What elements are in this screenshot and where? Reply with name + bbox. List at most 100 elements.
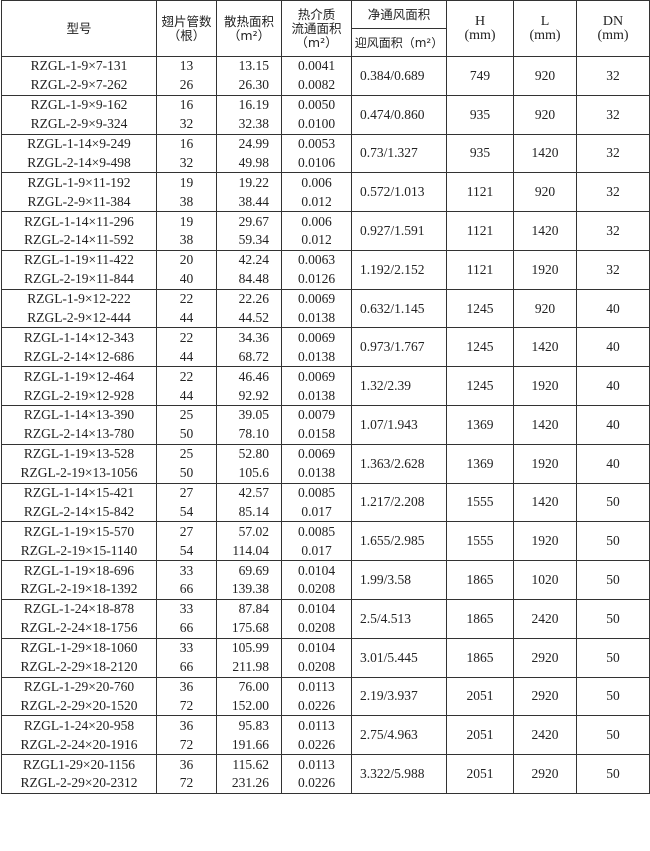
table-row: RZGL-2-24×20-1916 72 191.66 0.0226 [1,735,650,756]
table-row: RZGL-1-14×13-390 25 39.05 0.0079 1.07/1.943 1… [1,405,650,445]
heat-area-cell: 68.72 [216,347,282,368]
heat-area-cell: 85.14 [216,502,282,523]
table-row: RZGL-2-14×12-686 44 68.72 0.0138 [1,347,650,368]
table-row: RZGL-1-9×9-162 16 16.19 0.0050 0.474/0.860 93… [1,94,650,135]
table-row: RZGL-2-19×13-1056 50 105.6 0.0138 [1,463,650,484]
heat-area-cell: 139.38 [216,580,282,600]
heat-area-cell: 191.66 [216,735,282,756]
air-area-cell: 1.32/2.39 [351,366,447,407]
spec-table: 型号 翅片管数 （根） 散热面积 （m²） 热介质 流通面积 （m²） 净通风面积 H(… [1,0,650,794]
medium-area-cell: 0.0138 [281,386,352,407]
model-cell: RZGL-2-24×20-1916 [1,735,157,756]
fin-tubes-cell: 66 [156,580,217,600]
heat-area-cell: 29.67 [216,211,282,232]
fin-tubes-cell: 66 [156,657,217,678]
fin-tubes-cell: 44 [156,347,217,368]
air-area-cell: 2.5/4.513 [351,598,447,639]
fin-tubes-cell: 50 [156,463,217,484]
air-area-cell: 3.322/5.988 [351,754,447,794]
medium-area-cell: 0.0208 [281,657,352,678]
header-face-area: 迎风面积（m²） [351,28,447,57]
table-row: RZGL1-29×20-1156 36 115.62 0.0113 3.322/5.98… [1,754,650,794]
model-cell: RZGL-1-14×15-421 [1,482,157,503]
h-cell: 1369 [446,405,514,445]
fin-tubes-cell: 33 [156,598,217,619]
air-area-cell: 0.73/1.327 [351,133,447,174]
air-area-cell: 0.632/1.145 [351,288,447,329]
h-cell: 1369 [446,443,514,484]
fin-tubes-cell: 16 [156,94,217,115]
medium-area-cell: 0.0158 [281,424,352,445]
model-cell: RZGL-1-9×9-162 [1,94,157,115]
heat-area-cell: 105.6 [216,463,282,484]
header-h: H (mm) [446,0,514,57]
l-cell: 1420 [513,482,577,523]
fin-tubes-cell: 44 [156,386,217,407]
fin-tubes-cell: 33 [156,637,217,658]
fin-tubes-cell: 22 [156,288,217,309]
table-row: RZGL-1-19×11-422 20 42.24 0.0063 1.192/2.152… [1,249,650,290]
table-row: RZGL-2-19×15-1140 54 114.04 0.017 [1,541,650,562]
l-cell: 920 [513,56,577,96]
medium-area-cell: 0.0113 [281,676,352,697]
l-cell: 2420 [513,715,577,756]
l-cell: 1420 [513,327,577,368]
h-cell: 1245 [446,366,514,407]
medium-area-cell: 0.0113 [281,754,352,774]
table-row: RZGL-2-29×20-2312 72 231.26 0.0226 [1,773,650,794]
model-cell: RZGL-2-19×15-1140 [1,541,157,562]
table-row: RZGL-1-24×18-878 33 87.84 0.0104 2.5/4.513 18… [1,598,650,639]
heat-area-cell: 69.69 [216,560,282,581]
dn-cell: 40 [576,366,650,407]
medium-area-cell: 0.0106 [281,153,352,174]
heat-area-cell: 231.26 [216,773,282,794]
model-cell: RZGL-1-29×20-760 [1,676,157,697]
heat-area-cell: 59.34 [216,231,282,251]
heat-area-cell: 87.84 [216,598,282,619]
air-area-cell: 1.217/2.208 [351,482,447,523]
table-row: RZGL-1-14×12-343 22 34.36 0.0069 0.973/1.767… [1,327,650,368]
heat-area-cell: 42.24 [216,249,282,270]
medium-area-cell: 0.017 [281,502,352,523]
model-cell: RZGL-1-19×15-570 [1,521,157,542]
heat-area-cell: 105.99 [216,637,282,658]
l-cell: 920 [513,172,577,213]
model-cell: RZGL-1-14×9-249 [1,133,157,154]
fin-tubes-cell: 32 [156,114,217,135]
heat-area-cell: 175.68 [216,618,282,639]
model-cell: RZGL-2-9×12-444 [1,308,157,329]
air-area-cell: 1.655/2.985 [351,521,447,562]
model-cell: RZGL-2-14×13-780 [1,424,157,445]
fin-tubes-cell: 72 [156,735,217,756]
l-cell: 1920 [513,521,577,562]
h-cell: 1865 [446,637,514,678]
model-cell: RZGL-2-14×15-842 [1,502,157,523]
l-cell: 1020 [513,560,577,600]
h-cell: 1121 [446,249,514,290]
heat-area-cell: 76.00 [216,676,282,697]
model-cell: RZGL1-29×20-1156 [1,754,157,774]
l-cell: 2920 [513,676,577,717]
heat-area-cell: 34.36 [216,327,282,348]
fin-tubes-cell: 19 [156,211,217,232]
model-cell: RZGL-1-9×11-192 [1,172,157,193]
model-cell: RZGL-2-24×18-1756 [1,618,157,639]
dn-cell: 40 [576,443,650,484]
table-row: RZGL-1-19×12-464 22 46.46 0.0069 1.32/2.39 12… [1,366,650,407]
table-row: RZGL-1-14×9-249 16 24.99 0.0053 0.73/1.327 93… [1,133,650,174]
medium-area-cell: 0.0226 [281,773,352,794]
l-cell: 1420 [513,405,577,445]
table-row: RZGL-2-14×9-498 32 49.98 0.0106 [1,153,650,174]
dn-cell: 50 [576,676,650,717]
medium-area-cell: 0.0126 [281,269,352,290]
heat-area-cell: 211.98 [216,657,282,678]
table-body: RZGL-1-9×7-131 13 13.15 0.0041 0.384/0.689 74… [1,55,650,794]
heat-area-cell: 152.00 [216,696,282,717]
fin-tubes-cell: 54 [156,502,217,523]
medium-area-cell: 0.0104 [281,560,352,581]
dn-cell: 50 [576,754,650,794]
model-cell: RZGL-2-9×11-384 [1,192,157,213]
medium-area-cell: 0.0104 [281,637,352,658]
table-row: RZGL-2-9×11-384 38 38.44 0.012 [1,192,650,213]
l-cell: 920 [513,94,577,135]
